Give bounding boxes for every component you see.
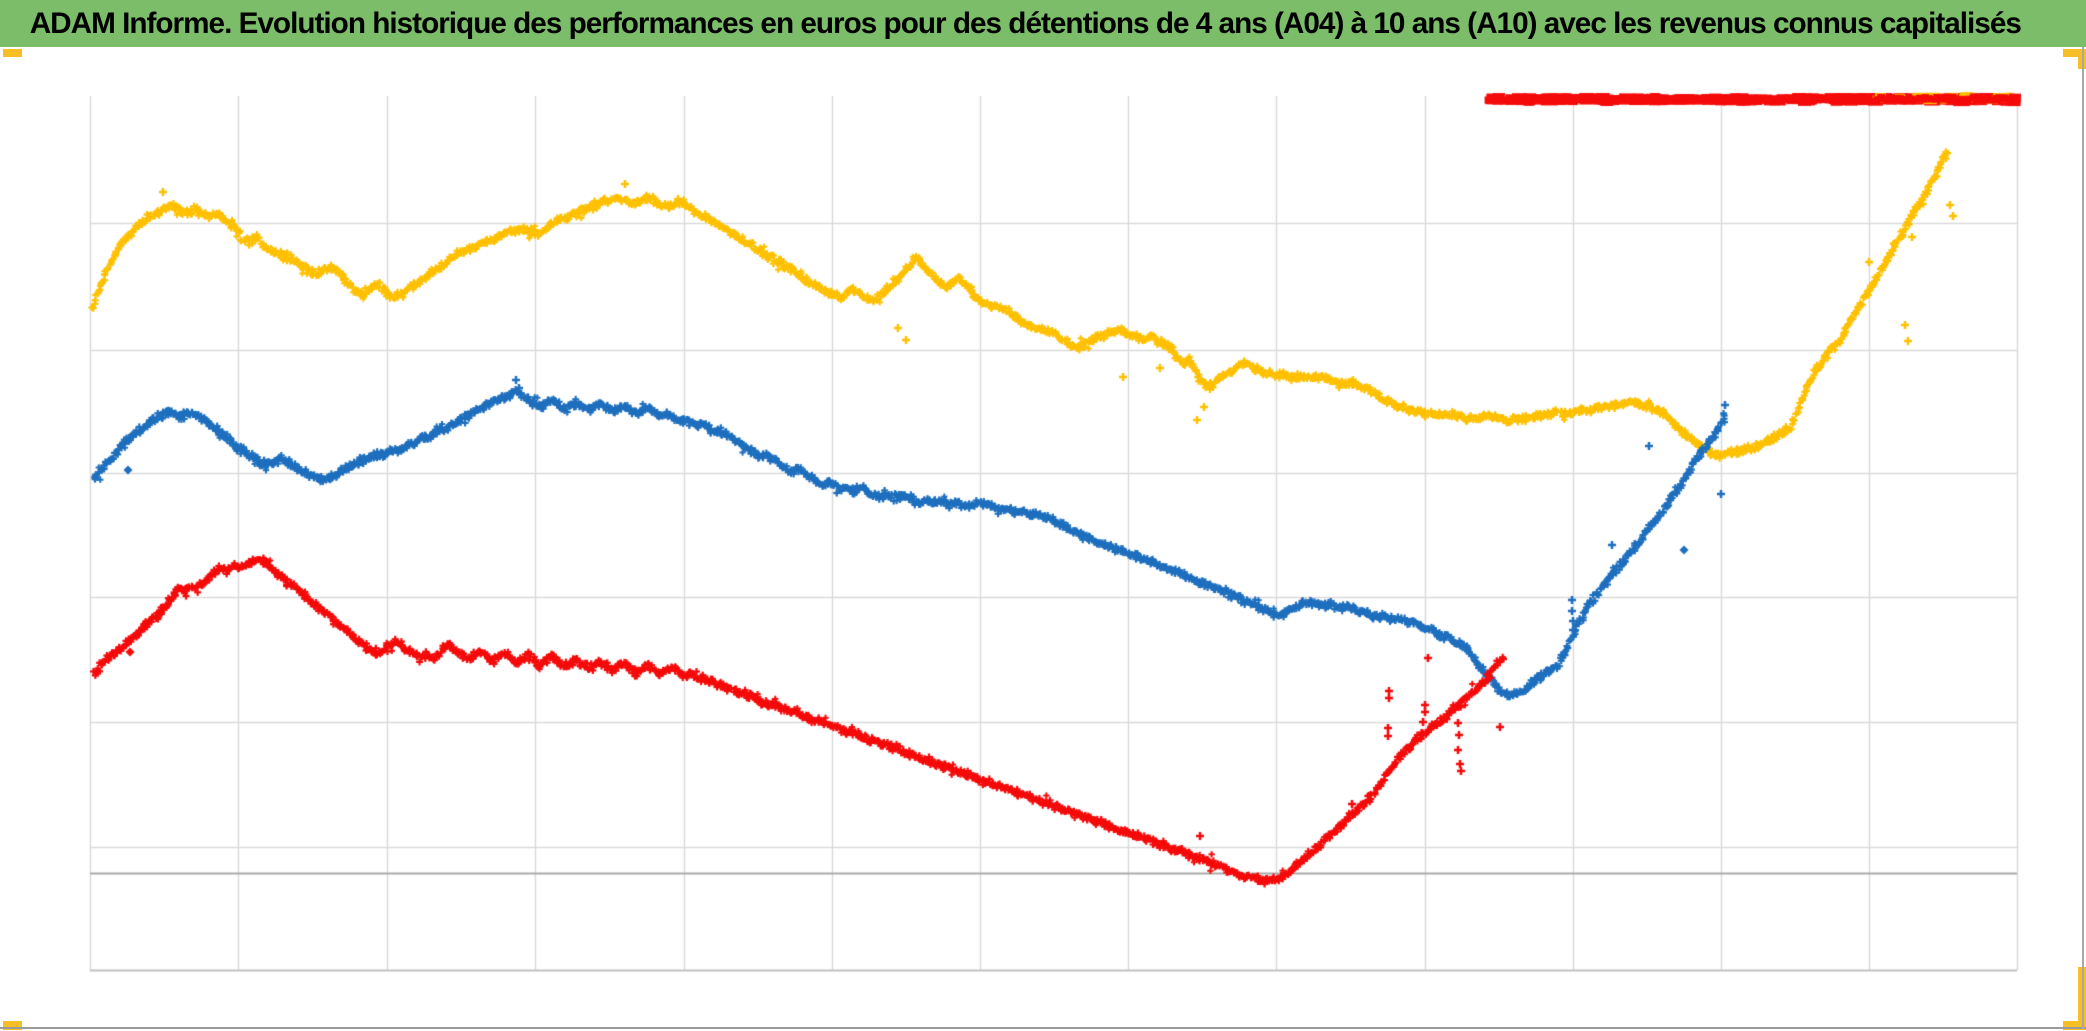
corner-bar bbox=[2063, 1021, 2086, 1030]
corner-bar bbox=[2063, 49, 2086, 57]
selection-handle-top-left bbox=[3, 49, 22, 57]
page-divider-line bbox=[0, 1027, 2086, 1029]
selection-handle-bottom-left bbox=[3, 1021, 22, 1030]
page-right-edge-line bbox=[2082, 47, 2084, 1029]
